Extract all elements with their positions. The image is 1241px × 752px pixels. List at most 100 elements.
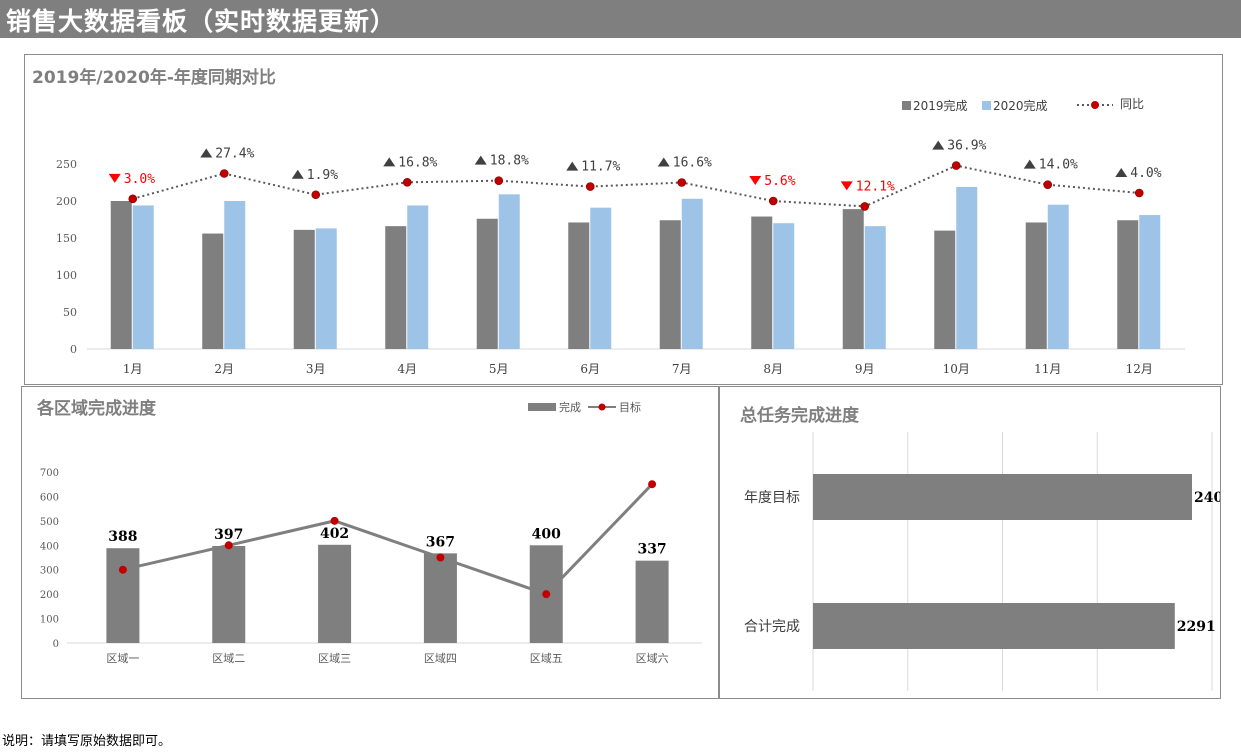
up-arrow-icon <box>1115 168 1128 177</box>
total-bar <box>813 474 1192 520</box>
x-tick-label: 9月 <box>855 362 875 376</box>
bar-2020 <box>498 194 520 349</box>
bar-data-label: 337 <box>637 542 666 558</box>
up-arrow-icon <box>291 169 304 179</box>
target-point <box>436 553 445 562</box>
target-point <box>224 541 233 550</box>
x-tick-label: 6月 <box>580 362 600 376</box>
bar-data-label: 367 <box>426 534 455 550</box>
total-progress-panel: 总任务完成进度 2400 年度目标 2291 合计完成 <box>719 386 1221 699</box>
x-tick-label: 8月 <box>763 362 783 376</box>
x-tick-label: 区域四 <box>424 652 457 665</box>
bar-2019 <box>202 233 224 349</box>
yoy-point <box>402 178 412 187</box>
yoy-data-label: 1.9% <box>307 168 338 183</box>
bar-2019 <box>293 229 315 349</box>
up-arrow-icon <box>566 161 579 171</box>
yoy-data-label: 16.8% <box>398 155 437 170</box>
legend-2019-label: 2019完成 <box>913 98 968 113</box>
up-arrow-icon <box>657 157 670 167</box>
down-arrow-icon <box>840 181 853 191</box>
up-arrow-icon <box>200 148 213 158</box>
y-tick-label: 200 <box>40 590 59 601</box>
x-tick-label: 12月 <box>1126 362 1153 376</box>
legend-2020-swatch <box>982 101 991 110</box>
x-tick-label: 11月 <box>1034 362 1061 376</box>
bar-data-label: 388 <box>108 529 137 545</box>
dashboard-title: 销售大数据看板（实时数据更新） <box>6 7 397 36</box>
yoy-point <box>860 202 870 211</box>
y-tick-label: 300 <box>40 566 59 577</box>
bar-2019 <box>385 226 407 349</box>
y-tick-label: 0 <box>70 343 77 356</box>
legend-yoy-label: 同比 <box>1120 97 1144 111</box>
y-tick-label: 400 <box>40 541 59 552</box>
yoy-point <box>128 194 138 204</box>
bar-2020 <box>224 201 246 349</box>
monthly-comparison-panel: 2019年/2020年-年度同期对比 0 50 100 150 200 250 1月 2月 3月… <box>24 54 1223 385</box>
bar-completed <box>635 560 669 643</box>
bar-2020 <box>590 207 612 349</box>
y-tick-label: 0 <box>53 639 59 650</box>
bar-2019 <box>1117 220 1139 349</box>
yoy-data-label: 27.4% <box>215 147 254 162</box>
up-arrow-icon <box>932 140 945 150</box>
yoy-data-label: 5.6% <box>764 174 795 189</box>
x-tick-label: 7月 <box>672 362 692 376</box>
bar-completed <box>212 546 246 643</box>
region-chart-title: 各区域完成进度 <box>37 399 156 419</box>
target-point <box>648 480 657 489</box>
y-tick-label: 150 <box>56 232 77 245</box>
yoy-data-label: 36.9% <box>947 139 986 154</box>
yoy-point <box>494 176 504 185</box>
target-line <box>122 483 654 596</box>
region-progress-panel: 各区域完成进度 0 100 200 300 400 500 600 700 388 区域一 397 区… <box>21 386 719 699</box>
bar-completed <box>423 553 457 643</box>
y-tick-label: 100 <box>56 269 77 282</box>
bar-data-label: 400 <box>532 526 561 542</box>
up-arrow-icon <box>474 155 487 165</box>
bar-2019 <box>568 222 590 349</box>
bar-2020 <box>773 223 795 349</box>
down-arrow-icon <box>749 176 762 185</box>
total-bar <box>813 603 1175 649</box>
legend-2020-label: 2020完成 <box>993 98 1048 113</box>
bar-2019 <box>751 216 773 349</box>
x-tick-label: 2月 <box>214 362 234 376</box>
x-tick-label: 3月 <box>306 362 326 376</box>
yoy-line <box>132 164 1140 208</box>
down-arrow-icon <box>108 173 121 183</box>
y-tick-label: 50 <box>63 306 77 319</box>
legend-completed-label: 完成 <box>559 400 581 414</box>
target-point <box>330 516 339 525</box>
bar-2020 <box>132 205 154 349</box>
legend-target-label: 目标 <box>619 400 641 414</box>
legend-yoy-marker <box>1091 101 1099 109</box>
monthly-comparison-chart: 0 50 100 150 200 250 1月 2月 3月 4月 5月 6月 7月 8月 9月 10月 11月 1… <box>56 97 1185 376</box>
legend-2019-swatch <box>902 101 911 110</box>
y-tick-label: 100 <box>40 615 59 626</box>
yoy-point <box>585 182 595 191</box>
category-label: 合计完成 <box>744 619 800 635</box>
x-tick-label: 1月 <box>123 362 143 376</box>
x-tick-label: 区域五 <box>530 652 563 665</box>
bar-2020 <box>407 205 429 349</box>
yoy-data-label: 14.0% <box>1039 158 1078 173</box>
bar-2019 <box>842 209 864 349</box>
bar-2019 <box>1025 222 1047 349</box>
header-bar: 销售大数据看板（实时数据更新） <box>0 0 1241 38</box>
region-progress-chart: 0 100 200 300 400 500 600 700 388 区域一 397 区域二 402 区域三… <box>40 400 702 665</box>
bar-2020 <box>681 198 703 349</box>
total-data-label: 2291 <box>1177 619 1216 635</box>
bar-2020 <box>956 186 978 349</box>
bar-data-label: 397 <box>214 527 243 543</box>
yoy-point <box>951 161 961 170</box>
up-arrow-icon <box>383 157 396 167</box>
total-progress-chart: 2400 年度目标 2291 合计完成 <box>744 432 1220 691</box>
yoy-data-label: 18.8% <box>490 154 529 169</box>
total-chart-title: 总任务完成进度 <box>740 406 859 426</box>
x-tick-label: 5月 <box>489 362 509 376</box>
yoy-data-label: 3.0% <box>124 172 155 187</box>
target-point <box>118 565 127 574</box>
y-tick-label: 500 <box>40 517 59 528</box>
